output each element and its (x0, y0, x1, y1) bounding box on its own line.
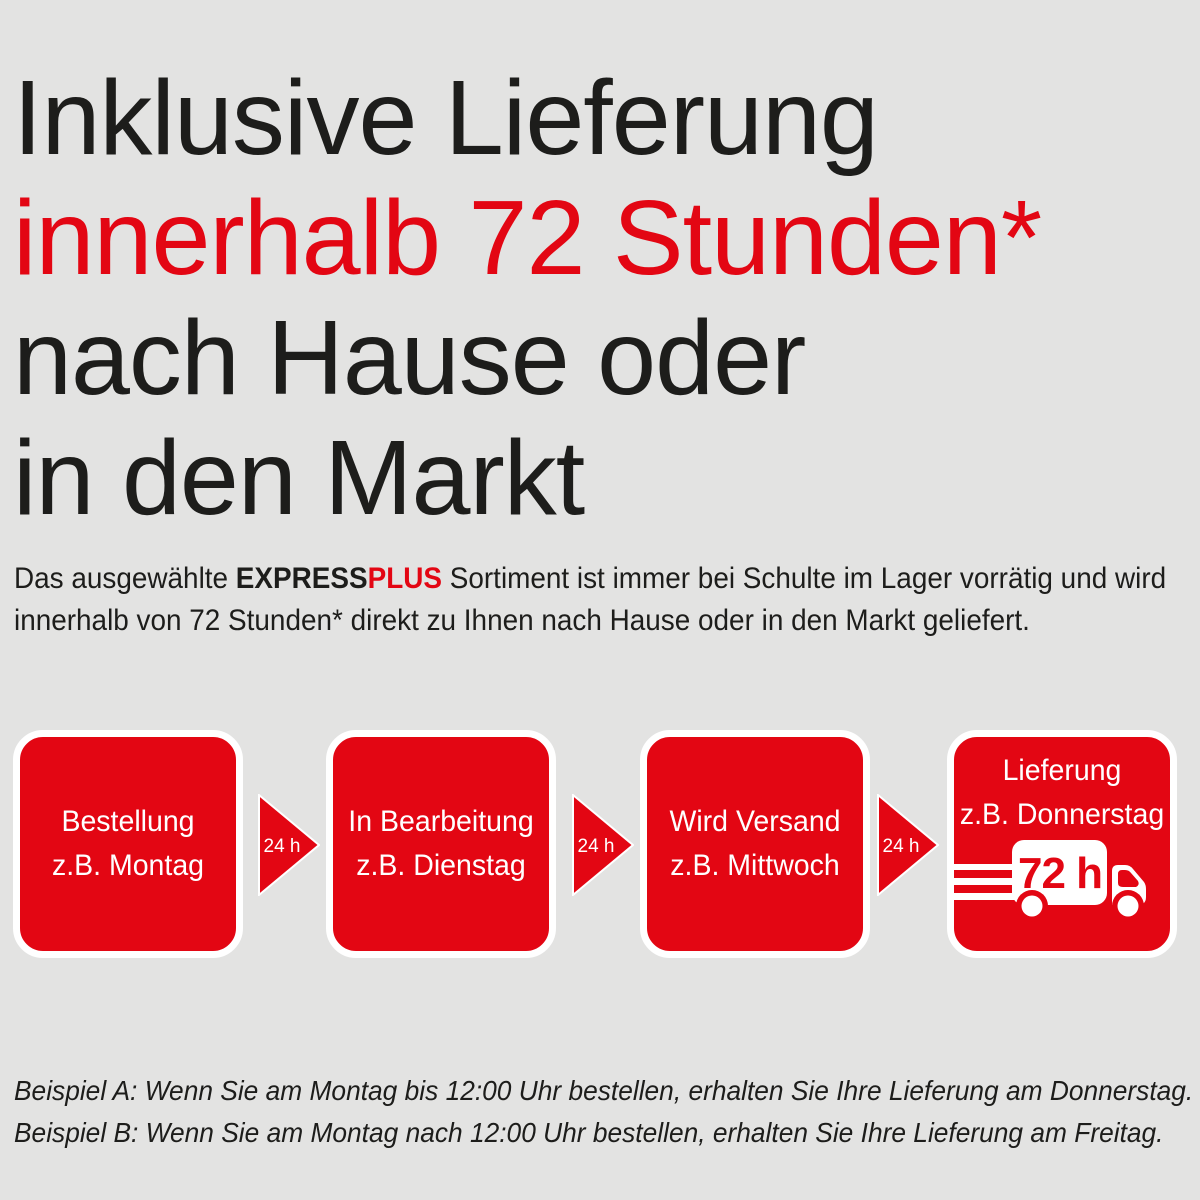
brand-express: EXPRESS (235, 562, 368, 595)
arrow-right-icon: 24 h (258, 794, 320, 896)
step-example: z.B. Dienstag (356, 849, 526, 882)
step-box-bestellung: Bestellung z.B. Montag (13, 730, 243, 958)
arrow-right-icon: 24 h (572, 794, 634, 896)
truck-cargo-box (1012, 840, 1107, 905)
step-title: Lieferung (1002, 754, 1122, 787)
intro-paragraph: Das ausgewählte EXPRESSPLUS Sortiment is… (14, 558, 1166, 642)
intro-line-2: innerhalb von 72 Stunden* direkt zu Ihne… (14, 604, 1030, 637)
step-example: z.B. Mittwoch (670, 849, 840, 882)
step-label: Lieferung z.B. Donnerstag (959, 749, 1164, 837)
intro-text-prefix: Das ausgewählte (14, 562, 236, 595)
truck-window (1118, 870, 1139, 887)
arrow-triangle (877, 794, 939, 896)
step-title: Bestellung (61, 805, 195, 838)
step-example: z.B. Donnerstag (959, 798, 1165, 831)
step-box-versand: Wird Versand z.B. Mittwoch (640, 730, 870, 958)
truck-wheel (1117, 895, 1139, 917)
truck-wheel (1021, 895, 1043, 917)
example-b: Beispiel B: Wenn Sie am Montag nach 12:0… (14, 1117, 1164, 1148)
example-notes: Beispiel A: Wenn Sie am Montag bis 12:00… (14, 1070, 1193, 1154)
step-title: Wird Versand (669, 805, 841, 838)
headline-line-1: Inklusive Lieferung (13, 59, 879, 177)
step-label: Wird Versand z.B. Mittwoch (652, 800, 857, 888)
speed-line (954, 878, 1016, 885)
example-a: Beispiel A: Wenn Sie am Montag bis 12:00… (14, 1075, 1194, 1106)
arrow-triangle (258, 794, 320, 896)
arrow-label: 24 h (264, 836, 301, 857)
truck-label: 72 h (1018, 849, 1102, 898)
step-box-bearbeitung: In Bearbeitung z.B. Dienstag (326, 730, 556, 958)
delivery-truck-icon: 72 h (954, 840, 1146, 922)
headline-line-4: in den Markt (13, 419, 585, 537)
step-label: In Bearbeitung z.B. Dienstag (338, 800, 543, 888)
speed-line (954, 864, 1016, 870)
speed-line (954, 893, 1016, 900)
arrow-right-icon: 24 h (877, 794, 939, 896)
step-example: z.B. Montag (51, 849, 205, 882)
arrow-label: 24 h (883, 836, 920, 857)
intro-line-1: Das ausgewählte EXPRESSPLUS Sortiment is… (14, 558, 1166, 600)
headline-line-2: innerhalb 72 Stunden* (13, 179, 1042, 297)
step-label: Bestellung z.B. Montag (25, 800, 230, 888)
arrow-triangle (572, 794, 634, 896)
intro-text-suffix: Sortiment ist immer bei Schulte im Lager… (442, 562, 1167, 595)
step-title: In Bearbeitung (348, 805, 534, 838)
headline: Inklusive Lieferung innerhalb 72 Stunden… (13, 58, 1042, 538)
step-box-lieferung: Lieferung z.B. Donnerstag 72 h (947, 730, 1177, 958)
headline-line-3: nach Hause oder (13, 299, 806, 417)
brand-plus: PLUS (367, 562, 443, 595)
arrow-label: 24 h (578, 836, 615, 857)
